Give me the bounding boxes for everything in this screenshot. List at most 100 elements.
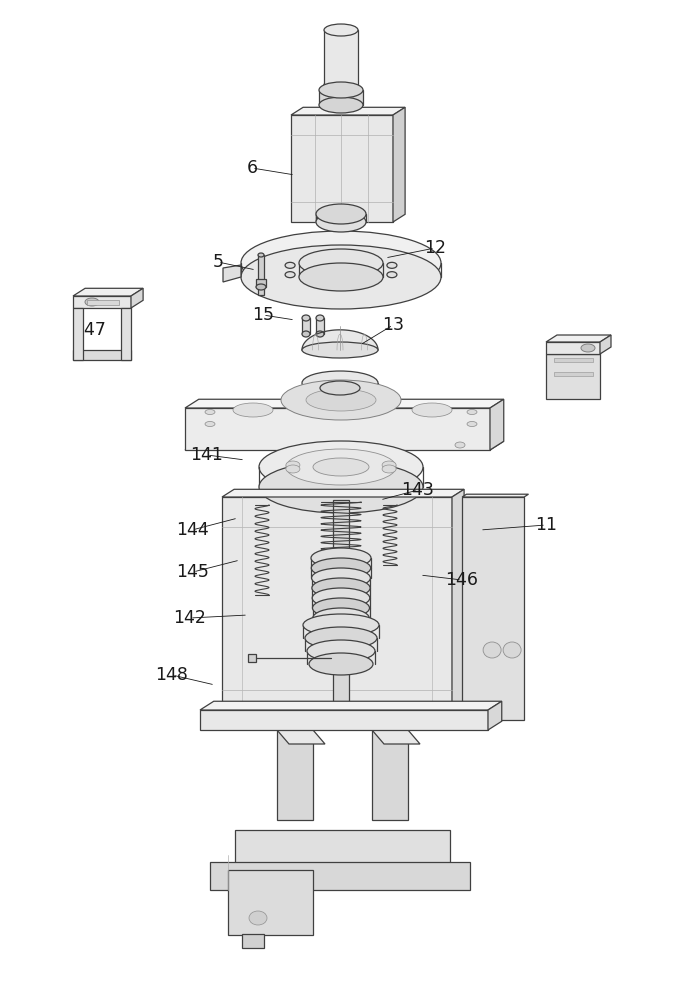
Ellipse shape	[313, 458, 369, 476]
Ellipse shape	[311, 558, 371, 578]
Polygon shape	[200, 710, 488, 730]
Ellipse shape	[303, 614, 379, 636]
Bar	[256, 279, 266, 287]
Polygon shape	[222, 497, 452, 720]
Polygon shape	[73, 296, 131, 308]
Ellipse shape	[467, 410, 477, 414]
Bar	[87, 300, 119, 305]
Ellipse shape	[311, 548, 371, 568]
Polygon shape	[462, 494, 529, 497]
Text: 145: 145	[177, 563, 210, 581]
Ellipse shape	[286, 461, 300, 469]
Ellipse shape	[205, 422, 215, 426]
Ellipse shape	[256, 284, 266, 290]
Ellipse shape	[302, 381, 378, 405]
Polygon shape	[222, 489, 464, 497]
Bar	[316, 318, 324, 334]
Polygon shape	[121, 308, 131, 360]
Ellipse shape	[320, 381, 360, 395]
Ellipse shape	[483, 642, 501, 658]
Ellipse shape	[324, 79, 358, 91]
Ellipse shape	[455, 442, 465, 448]
Polygon shape	[291, 115, 393, 222]
Ellipse shape	[259, 461, 423, 513]
Polygon shape	[200, 701, 502, 710]
Ellipse shape	[258, 253, 264, 257]
Polygon shape	[324, 30, 358, 85]
Bar	[242, 934, 264, 948]
Ellipse shape	[286, 465, 300, 473]
Ellipse shape	[324, 24, 358, 36]
Ellipse shape	[85, 298, 99, 306]
Bar	[554, 358, 593, 362]
Ellipse shape	[313, 608, 370, 628]
Bar	[235, 830, 450, 865]
Polygon shape	[73, 308, 83, 360]
Ellipse shape	[313, 598, 370, 618]
Ellipse shape	[309, 653, 373, 675]
Polygon shape	[302, 330, 378, 350]
Ellipse shape	[412, 403, 452, 417]
Ellipse shape	[302, 342, 378, 358]
Polygon shape	[393, 107, 405, 222]
Polygon shape	[277, 730, 325, 744]
Text: 6: 6	[247, 159, 257, 177]
Ellipse shape	[316, 212, 366, 232]
Ellipse shape	[241, 231, 441, 295]
Polygon shape	[73, 288, 143, 296]
Polygon shape	[185, 441, 504, 450]
Polygon shape	[131, 288, 143, 308]
Ellipse shape	[467, 422, 477, 426]
Ellipse shape	[299, 263, 383, 291]
Polygon shape	[223, 265, 241, 282]
Polygon shape	[488, 701, 502, 730]
Bar	[372, 730, 408, 820]
Polygon shape	[452, 489, 464, 720]
Ellipse shape	[316, 331, 324, 337]
Polygon shape	[372, 730, 420, 744]
Ellipse shape	[233, 403, 273, 417]
Ellipse shape	[302, 315, 310, 321]
Text: 5: 5	[212, 253, 223, 271]
Polygon shape	[546, 335, 611, 342]
Bar	[210, 862, 470, 890]
Text: 141: 141	[191, 446, 223, 464]
Bar	[333, 500, 349, 720]
Ellipse shape	[319, 97, 363, 113]
Polygon shape	[185, 408, 490, 450]
Polygon shape	[546, 342, 600, 354]
Ellipse shape	[387, 272, 397, 278]
Ellipse shape	[316, 315, 324, 321]
Bar	[277, 730, 313, 820]
Ellipse shape	[312, 578, 370, 598]
Text: 13: 13	[382, 316, 404, 334]
Ellipse shape	[387, 262, 397, 268]
Text: 146: 146	[445, 571, 479, 589]
Bar	[228, 870, 313, 935]
Ellipse shape	[299, 249, 383, 277]
Ellipse shape	[382, 465, 396, 473]
Ellipse shape	[306, 389, 376, 411]
Ellipse shape	[503, 642, 521, 658]
Text: 147: 147	[555, 351, 589, 369]
Ellipse shape	[316, 204, 366, 224]
Ellipse shape	[302, 371, 378, 395]
Bar	[554, 372, 593, 376]
Ellipse shape	[259, 441, 423, 493]
Polygon shape	[222, 712, 464, 720]
Ellipse shape	[581, 344, 595, 352]
Polygon shape	[490, 399, 504, 450]
Ellipse shape	[319, 82, 363, 98]
Text: 15: 15	[252, 306, 274, 324]
Ellipse shape	[249, 911, 267, 925]
Text: 11: 11	[535, 516, 557, 534]
Polygon shape	[462, 497, 524, 720]
Polygon shape	[600, 335, 611, 354]
Bar	[248, 654, 256, 662]
Ellipse shape	[312, 588, 370, 608]
Ellipse shape	[302, 331, 310, 337]
Polygon shape	[546, 354, 600, 399]
Text: 147: 147	[74, 321, 107, 339]
Polygon shape	[185, 399, 504, 408]
Text: 148: 148	[156, 666, 189, 684]
